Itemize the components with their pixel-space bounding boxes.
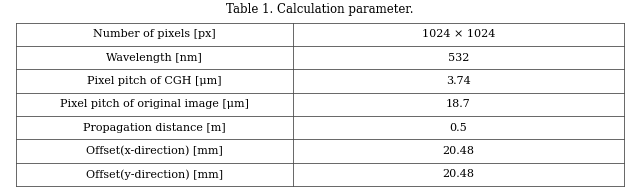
- Text: Table 1. Calculation parameter.: Table 1. Calculation parameter.: [227, 3, 413, 16]
- Text: 20.48: 20.48: [442, 169, 474, 179]
- Text: Propagation distance [m]: Propagation distance [m]: [83, 123, 226, 133]
- Text: 532: 532: [447, 53, 469, 63]
- Text: 20.48: 20.48: [442, 146, 474, 156]
- Text: Offset(y-direction) [mm]: Offset(y-direction) [mm]: [86, 169, 223, 180]
- Text: 0.5: 0.5: [449, 123, 467, 133]
- Text: 18.7: 18.7: [446, 99, 470, 109]
- Text: 3.74: 3.74: [446, 76, 470, 86]
- Text: Wavelength [nm]: Wavelength [nm]: [106, 53, 202, 63]
- Text: Pixel pitch of original image [μm]: Pixel pitch of original image [μm]: [60, 99, 249, 109]
- Text: Pixel pitch of CGH [μm]: Pixel pitch of CGH [μm]: [87, 76, 221, 86]
- Text: Offset(x-direction) [mm]: Offset(x-direction) [mm]: [86, 146, 223, 156]
- Text: 1024 × 1024: 1024 × 1024: [422, 29, 495, 39]
- Text: Number of pixels [px]: Number of pixels [px]: [93, 29, 216, 39]
